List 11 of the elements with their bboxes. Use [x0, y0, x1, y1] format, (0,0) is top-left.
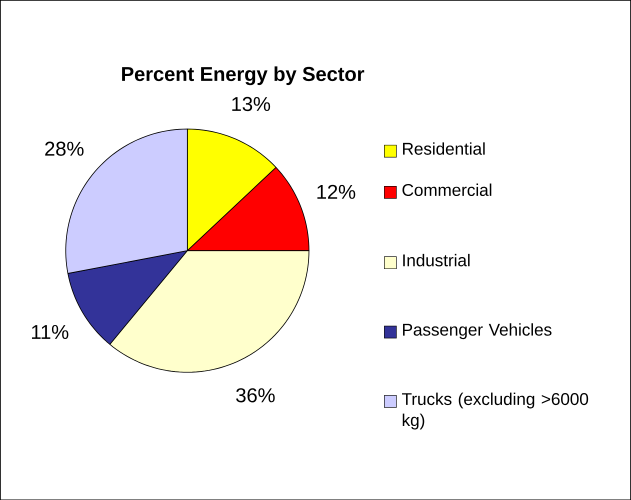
legend-label: Passenger Vehicles: [403, 323, 552, 339]
legend-label: Industrial: [403, 254, 470, 266]
data-label: 12%: [317, 184, 356, 199]
legend-label: Residential: [403, 142, 485, 155]
legend-label: Trucks (excluding >6000 kg): [402, 392, 588, 430]
data-label: 13%: [232, 96, 270, 111]
data-label: 36%: [236, 388, 275, 402]
legend-label: Commercial: [402, 183, 492, 196]
data-label: 11%: [32, 324, 68, 339]
chart-title: Percent Energy by Sector: [122, 66, 364, 85]
data-label: 28%: [45, 142, 84, 156]
